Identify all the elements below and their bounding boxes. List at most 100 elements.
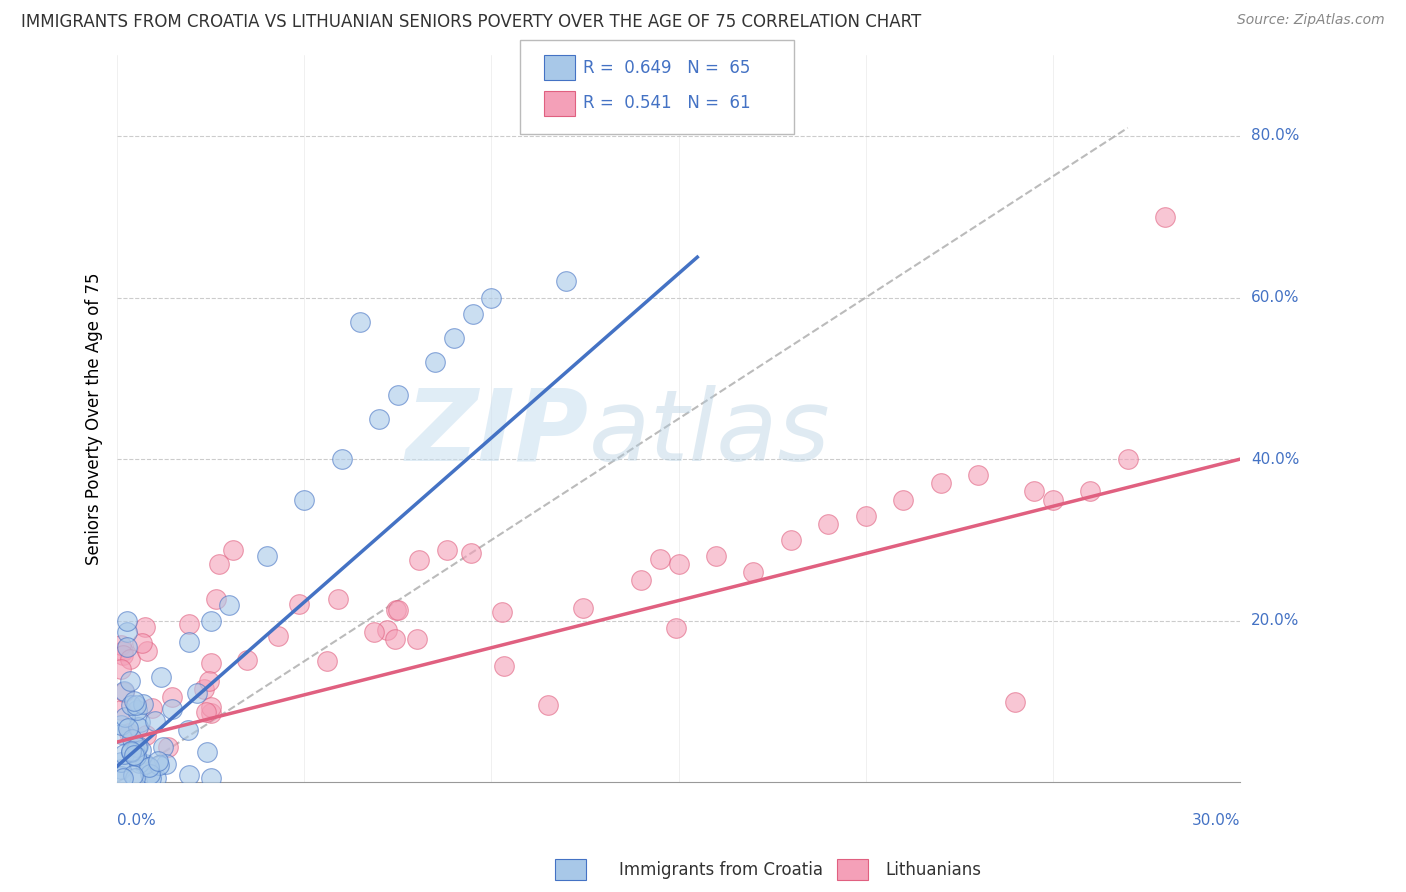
Point <box>779 533 801 547</box>
Point <box>1078 484 1101 499</box>
Point <box>131 698 153 712</box>
Point <box>200 657 222 671</box>
Point <box>267 629 290 643</box>
Y-axis label: Seniors Poverty Over the Age of 75: Seniors Poverty Over the Age of 75 <box>86 273 103 565</box>
Point <box>112 684 135 698</box>
Point <box>177 616 200 631</box>
Point <box>155 757 177 772</box>
Point <box>136 644 159 658</box>
Point <box>208 558 231 572</box>
Point <box>929 476 952 491</box>
Point <box>124 749 146 764</box>
Point <box>650 551 672 566</box>
Point <box>494 659 516 673</box>
Point <box>363 625 385 640</box>
Point <box>141 772 163 786</box>
Point <box>368 411 391 425</box>
Point <box>117 725 139 739</box>
Point <box>186 686 208 700</box>
Point <box>200 706 222 720</box>
Point <box>120 746 142 760</box>
Point <box>110 755 132 769</box>
Point <box>152 739 174 754</box>
Point <box>112 772 135 786</box>
Point <box>120 744 142 758</box>
Point <box>122 748 145 763</box>
Point <box>1154 210 1177 224</box>
Point <box>1042 492 1064 507</box>
Point <box>150 669 173 683</box>
Text: 80.0%: 80.0% <box>1251 128 1299 144</box>
Point <box>200 699 222 714</box>
Point <box>425 355 447 369</box>
Point <box>135 728 157 742</box>
Point <box>315 654 337 668</box>
Point <box>891 492 914 507</box>
Point <box>436 543 458 558</box>
Point <box>127 703 149 717</box>
Point <box>387 387 409 401</box>
Point <box>491 605 513 619</box>
Point <box>120 674 142 689</box>
Point <box>375 623 398 637</box>
Point <box>110 763 132 777</box>
Point <box>129 715 152 730</box>
Point <box>195 745 218 759</box>
Point <box>443 331 465 345</box>
Text: 40.0%: 40.0% <box>1251 451 1299 467</box>
Point <box>817 516 839 531</box>
Point <box>124 772 146 786</box>
Point <box>117 721 139 735</box>
Point <box>117 614 139 628</box>
Point <box>112 747 135 761</box>
Point <box>408 553 430 567</box>
Point <box>177 723 200 738</box>
Point <box>145 772 167 786</box>
Text: 60.0%: 60.0% <box>1251 290 1299 305</box>
Point <box>630 574 652 588</box>
Point <box>110 717 132 731</box>
Point <box>124 744 146 758</box>
Point <box>148 758 170 772</box>
Point <box>114 710 136 724</box>
Point <box>122 694 145 708</box>
Point <box>110 662 132 676</box>
Point <box>385 603 408 617</box>
Point <box>134 757 156 772</box>
Point <box>129 743 152 757</box>
Point <box>179 634 201 648</box>
Point <box>326 592 349 607</box>
Point <box>143 714 166 728</box>
Point <box>110 768 132 782</box>
Point <box>555 274 578 288</box>
Point <box>125 739 148 754</box>
Point <box>460 546 482 560</box>
Point <box>118 652 141 666</box>
Point <box>349 315 371 329</box>
Text: ZIP: ZIP <box>406 384 589 482</box>
Point <box>134 620 156 634</box>
Point <box>1116 452 1139 467</box>
Point <box>384 632 406 646</box>
Text: R =  0.649   N =  65: R = 0.649 N = 65 <box>583 59 751 77</box>
Point <box>204 591 226 606</box>
Point <box>111 648 134 663</box>
Point <box>742 566 765 580</box>
Point <box>218 598 240 612</box>
Point <box>222 542 245 557</box>
Point <box>1024 484 1046 499</box>
Point <box>146 754 169 768</box>
Text: IMMIGRANTS FROM CROATIA VS LITHUANIAN SENIORS POVERTY OVER THE AGE OF 75 CORRELA: IMMIGRANTS FROM CROATIA VS LITHUANIAN SE… <box>21 13 921 31</box>
Text: 30.0%: 30.0% <box>1191 813 1240 828</box>
Point <box>330 452 353 467</box>
Point <box>855 508 877 523</box>
Point <box>120 698 142 713</box>
Point <box>128 756 150 771</box>
Point <box>156 740 179 755</box>
Point <box>200 771 222 785</box>
Text: 20.0%: 20.0% <box>1251 614 1299 628</box>
Point <box>406 632 429 646</box>
Point <box>127 739 149 754</box>
Point <box>668 558 690 572</box>
Point <box>256 549 278 563</box>
